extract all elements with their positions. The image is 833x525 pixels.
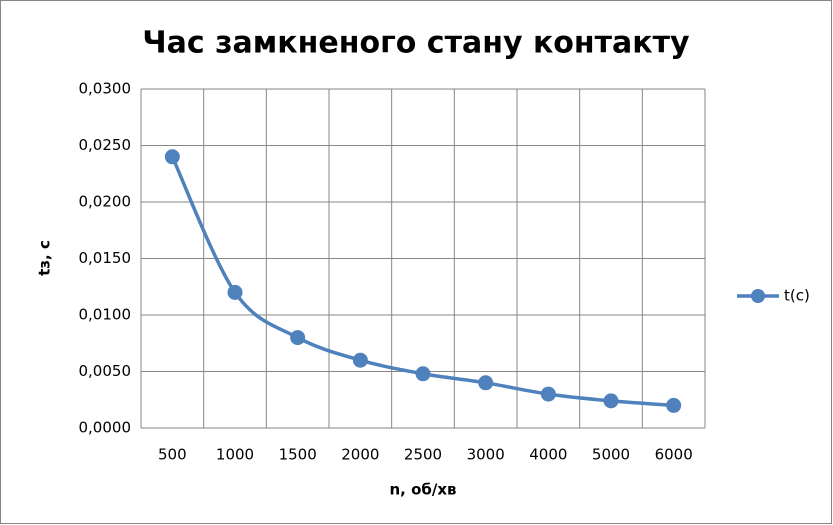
y-tick-label: 0,0250 [79,136,132,154]
x-tick-label: 2500 [404,446,442,464]
x-tick-label: 6000 [655,446,693,464]
y-tick-label: 0,0150 [79,249,132,267]
x-tick-label: 500 [158,446,187,464]
y-tick-label: 0,0300 [79,80,132,98]
data-point [478,375,494,391]
chart-title: Час замкненого стану контакту [142,26,690,61]
x-tick-label: 1000 [216,446,254,464]
y-axis-label: tз, с [36,240,54,276]
data-point [666,397,682,413]
y-tick-label: 0,0200 [79,193,132,211]
legend-marker [751,289,765,303]
x-tick-label: 1500 [279,446,317,464]
x-tick-label: 3000 [467,446,505,464]
y-tick-label: 0,0050 [79,362,132,380]
y-tick-label: 0,0100 [79,306,132,324]
y-tick-label: 0,0000 [79,419,132,437]
data-point [227,284,243,300]
legend-label: t(c) [784,287,810,305]
x-axis-label: n, об/хв [389,481,456,499]
data-point [415,366,431,382]
data-point [352,352,368,368]
data-point [290,330,306,346]
x-tick-label: 2000 [341,446,379,464]
data-point [540,386,556,402]
data-point [603,393,619,409]
x-tick-label: 5000 [592,446,630,464]
data-point [164,149,180,165]
x-tick-label: 4000 [529,446,567,464]
